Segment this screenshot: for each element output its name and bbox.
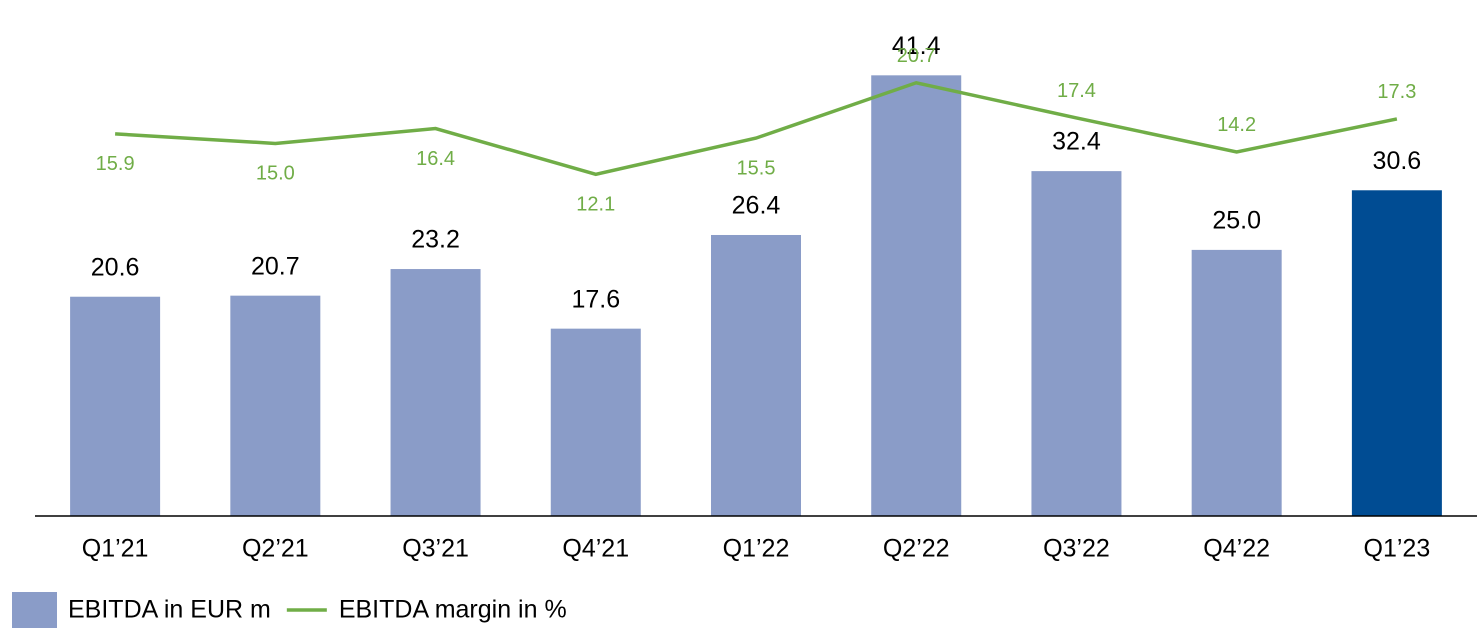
margin-line <box>115 80 1398 177</box>
x-tick-label: Q1’23 <box>1364 535 1431 563</box>
line-value-label: 20.7 <box>897 45 936 67</box>
bar <box>711 234 801 516</box>
bar <box>871 75 962 516</box>
bar-value-label: 23.2 <box>411 226 460 254</box>
line-value-label: 16.4 <box>416 148 455 170</box>
line-value-label: 17.3 <box>1377 81 1416 103</box>
line-value-label: 15.0 <box>256 163 295 185</box>
line-value-label: 15.5 <box>737 157 776 179</box>
bar <box>1031 171 1122 516</box>
legend-label: EBITDA margin in % <box>339 596 567 624</box>
x-tick-label: Q2’21 <box>242 535 309 563</box>
line-value-label: 12.1 <box>576 194 615 216</box>
bar-value-label: 20.7 <box>251 252 300 280</box>
legend-swatch <box>12 592 57 628</box>
bar-value-label: 41.4 <box>892 32 941 60</box>
bar <box>550 328 641 516</box>
x-tick-label: Q4’22 <box>1203 535 1270 563</box>
bar <box>1351 190 1442 516</box>
bar <box>70 296 161 516</box>
bar-value-label: 26.4 <box>732 192 781 220</box>
line-value-label: 17.4 <box>1057 80 1096 102</box>
x-tick-label: Q4’21 <box>562 535 629 563</box>
bar-value-label: 30.6 <box>1373 147 1422 175</box>
bar <box>1191 249 1282 516</box>
x-tick-label: Q3’21 <box>402 535 469 563</box>
legend-label: EBITDA in EUR m <box>68 596 271 624</box>
line-value-label: 14.2 <box>1217 114 1256 136</box>
bar-value-label: 20.6 <box>91 253 140 281</box>
x-tick-label: Q1’22 <box>723 535 790 563</box>
bar <box>230 295 321 516</box>
x-tick-label: Q2’22 <box>883 535 950 563</box>
bar-value-label: 17.6 <box>571 285 620 313</box>
bar-value-label: 25.0 <box>1212 206 1261 234</box>
bar <box>390 269 481 516</box>
line-value-label: 15.9 <box>96 153 135 175</box>
bar-value-label: 32.4 <box>1052 128 1101 156</box>
x-tick-label: Q1’21 <box>82 535 149 563</box>
x-tick-label: Q3’22 <box>1043 535 1110 563</box>
